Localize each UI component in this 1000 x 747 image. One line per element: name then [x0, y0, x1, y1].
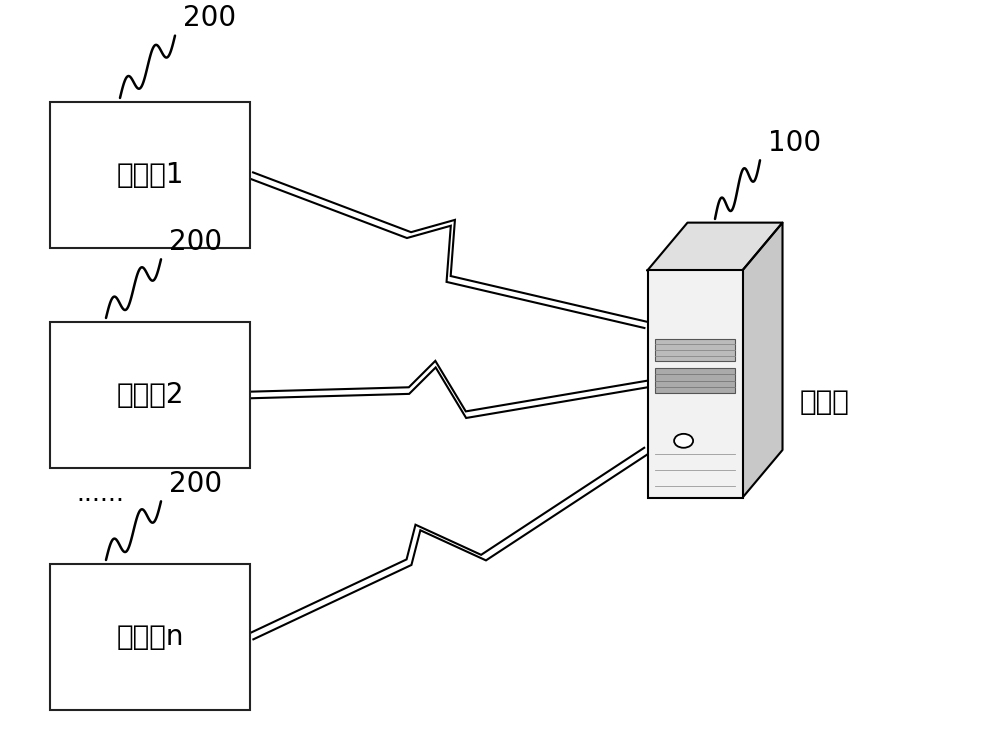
Bar	[655, 338, 735, 362]
Text: 100: 100	[768, 128, 821, 157]
Polygon shape	[648, 223, 782, 270]
Bar	[50, 102, 250, 248]
Polygon shape	[742, 223, 782, 498]
Text: 客户端n: 客户端n	[116, 623, 184, 651]
Text: 服务端: 服务端	[800, 388, 850, 416]
Bar	[50, 564, 250, 710]
Bar	[648, 270, 742, 498]
Text: 客户端2: 客户端2	[116, 381, 184, 409]
Bar	[50, 322, 250, 468]
Text: 客户端1: 客户端1	[116, 161, 184, 189]
Text: 200: 200	[183, 4, 236, 32]
Circle shape	[674, 434, 693, 447]
Bar	[655, 368, 735, 393]
Text: 200: 200	[169, 470, 222, 498]
Text: 200: 200	[169, 228, 222, 255]
Text: ......: ......	[76, 482, 124, 506]
